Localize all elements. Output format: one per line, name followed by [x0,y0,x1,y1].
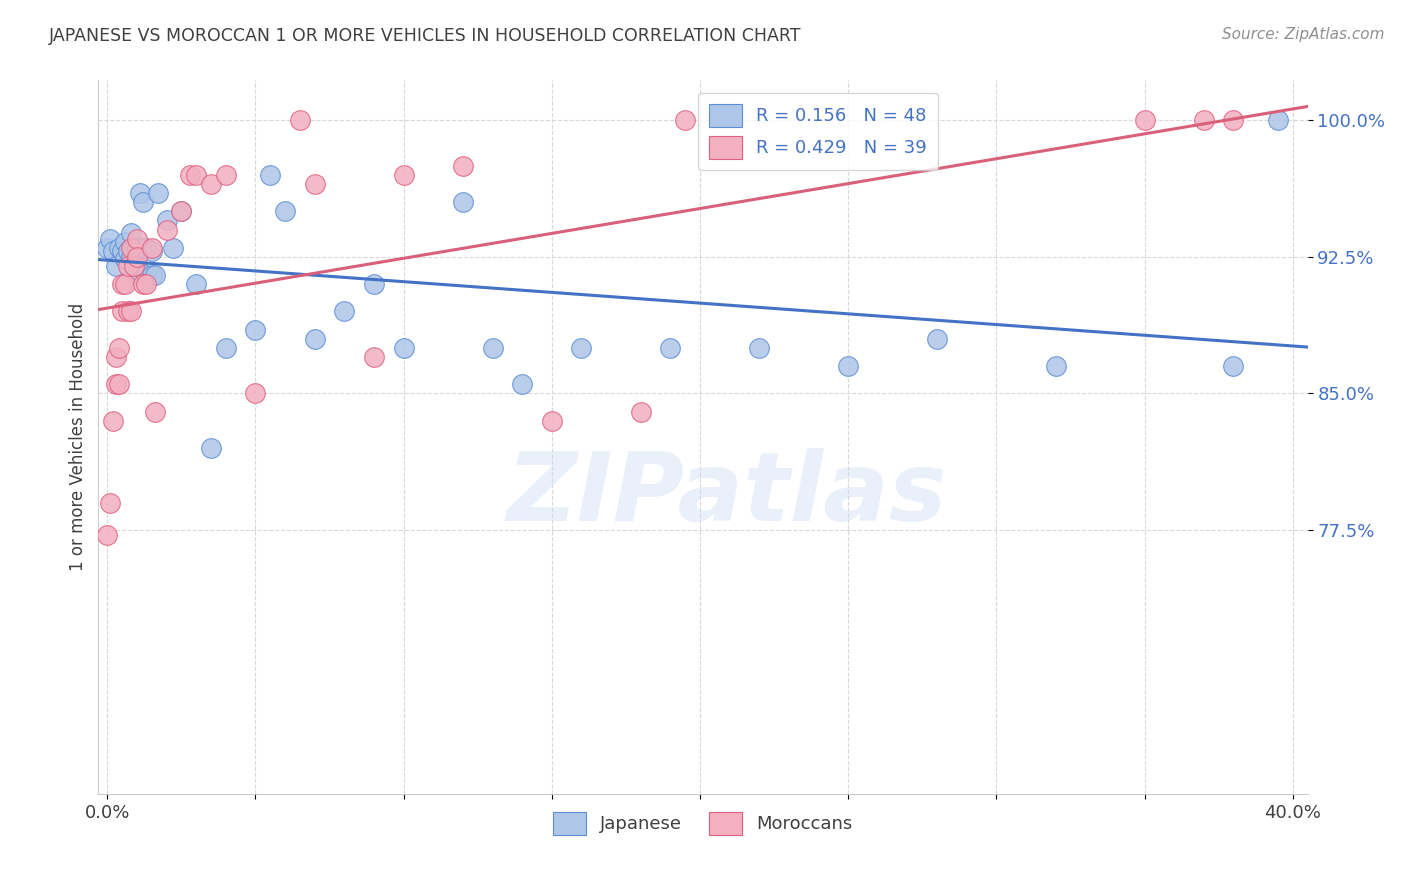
Point [135,241,157,255]
Point [837,359,859,373]
Point [186,168,208,182]
Point [103,244,125,259]
Point [114,235,136,250]
Point [304,332,326,346]
Point [1192,113,1215,128]
Point [114,252,136,266]
Point [1133,113,1156,128]
Point [111,304,134,318]
Point [105,259,128,273]
Point [120,226,142,240]
Point [451,195,474,210]
Point [143,404,166,418]
Point [363,350,385,364]
Point [122,259,145,273]
Point [132,241,155,255]
Point [143,268,166,282]
Y-axis label: 1 or more Vehicles in Household: 1 or more Vehicles in Household [69,303,87,571]
Point [98,495,121,509]
Point [129,186,152,201]
Point [288,113,311,128]
Point [108,341,131,355]
Point [274,204,297,219]
Point [120,241,142,255]
Point [122,241,145,255]
Point [162,241,184,255]
Point [108,241,131,255]
Point [186,277,208,292]
Point [1222,113,1244,128]
Point [1267,113,1289,128]
Point [105,377,128,392]
Point [451,159,474,173]
Point [120,250,142,264]
Text: Source: ZipAtlas.com: Source: ZipAtlas.com [1222,27,1385,42]
Point [659,341,682,355]
Point [111,277,134,292]
Point [135,277,157,292]
Point [96,241,118,255]
Point [392,341,415,355]
Point [1045,359,1067,373]
Point [132,277,155,292]
Point [125,259,148,273]
Point [155,213,177,227]
Point [132,195,155,210]
Point [111,244,134,259]
Point [392,168,415,182]
Point [122,268,145,282]
Point [125,250,148,264]
Point [170,204,193,219]
Point [510,377,533,392]
Point [215,341,238,355]
Point [481,341,503,355]
Point [125,241,148,255]
Point [98,232,121,246]
Point [105,350,128,364]
Point [170,204,193,219]
Point [259,168,281,182]
Point [141,268,163,282]
Point [927,332,949,346]
Point [748,341,770,355]
Point [146,186,169,201]
Point [363,277,385,292]
Point [673,113,696,128]
Point [179,168,201,182]
Point [96,528,118,542]
Point [1222,359,1244,373]
Point [245,323,267,337]
Point [333,304,356,318]
Point [108,377,131,392]
Point [630,404,652,418]
Point [120,304,142,318]
Point [155,222,177,236]
Legend: Japanese, Moroccans: Japanese, Moroccans [546,805,860,842]
Point [215,168,238,182]
Point [135,268,157,282]
Point [141,244,163,259]
Point [117,304,139,318]
Point [125,232,148,246]
Text: ZIPatlas: ZIPatlas [508,448,948,541]
Point [114,277,136,292]
Point [540,414,562,428]
Point [571,341,593,355]
Point [117,244,139,259]
Point [304,177,326,191]
Point [200,441,222,455]
Point [117,259,139,273]
Point [141,241,163,255]
Text: JAPANESE VS MOROCCAN 1 OR MORE VEHICLES IN HOUSEHOLD CORRELATION CHART: JAPANESE VS MOROCCAN 1 OR MORE VEHICLES … [49,27,801,45]
Point [245,386,267,401]
Point [103,414,125,428]
Point [200,177,222,191]
